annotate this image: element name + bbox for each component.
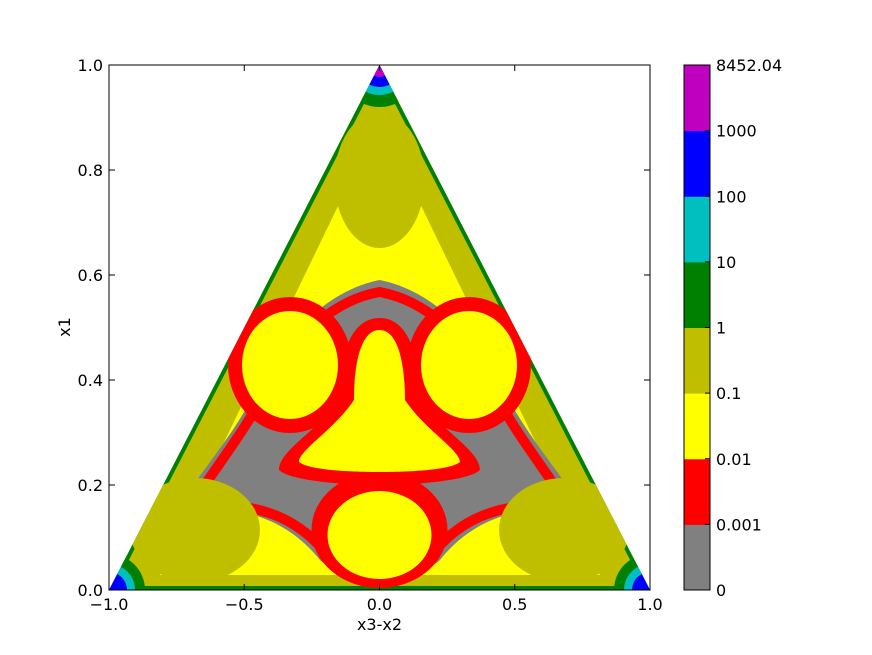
colorbar-segment <box>684 196 710 263</box>
colorbar-label: 1000 <box>716 122 757 141</box>
blob-left <box>130 478 260 582</box>
colorbar-segment <box>684 393 710 460</box>
pocket-bottom <box>327 491 432 579</box>
x-axis-ticks: −1.0 −0.5 0.0 0.5 1.0 <box>90 65 663 614</box>
colorbar-label: 0.01 <box>716 450 752 469</box>
y-tick-label: 0.8 <box>78 161 103 180</box>
colorbar-label: 0.001 <box>716 515 762 534</box>
colorbar: 0 0.001 0.01 0.1 1 10 100 1000 8452.04 <box>683 56 782 600</box>
colorbar-label: 0.1 <box>716 384 741 403</box>
x-tick-label: −0.5 <box>225 595 264 614</box>
colorbar-label: 0 <box>716 581 726 600</box>
y-tick-label: 0.2 <box>78 476 103 495</box>
colorbar-segment <box>684 327 710 394</box>
blob-right <box>499 478 629 582</box>
colorbar-segment <box>684 261 710 328</box>
corner-right <box>614 554 650 590</box>
x-tick-label: 0.0 <box>367 595 392 614</box>
x-axis-label: x3-x2 <box>357 615 402 634</box>
x-tick-label: 0.5 <box>502 595 527 614</box>
pocket-upper-right <box>421 311 517 419</box>
colorbar-segment <box>684 524 710 591</box>
pocket-center <box>299 330 460 472</box>
colorbar-segment <box>684 65 710 132</box>
y-tick-label: 0.0 <box>78 581 103 600</box>
colorbar-label: 8452.04 <box>716 56 782 75</box>
y-tick-label: 1.0 <box>78 56 103 75</box>
colorbar-label: 100 <box>716 187 747 206</box>
x-tick-label: −1.0 <box>90 595 129 614</box>
y-tick-label: 0.4 <box>78 371 103 390</box>
pocket-upper-left <box>242 311 338 419</box>
x-tick-label: 1.0 <box>637 595 662 614</box>
colorbar-label: 10 <box>716 253 736 272</box>
colorbar-segment <box>684 130 710 197</box>
blob-top <box>334 112 425 248</box>
corner-left <box>109 554 145 590</box>
y-tick-label: 0.6 <box>78 266 103 285</box>
y-axis-label: x1 <box>55 317 74 337</box>
colorbar-label: 1 <box>716 319 726 338</box>
colorbar-segment <box>684 458 710 525</box>
y-axis-ticks: 0.0 0.2 0.4 0.6 0.8 1.0 <box>78 56 650 600</box>
